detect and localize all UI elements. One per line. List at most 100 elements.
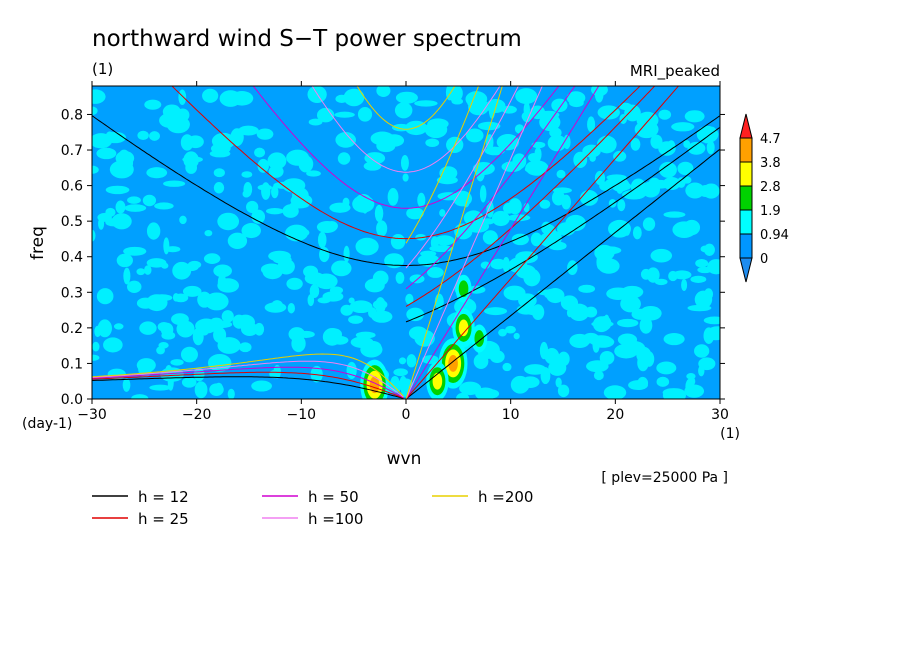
field-patch [92,354,100,361]
field-patch [402,173,409,182]
field-patch [179,215,187,225]
x-tick-label: 20 [606,407,624,423]
field-patch [590,86,608,97]
field-patch [325,221,338,232]
field-patch [213,168,225,178]
hotspot [432,372,443,390]
field-patch [246,200,259,214]
field-patch [531,304,545,321]
field-patch [364,278,385,293]
y-tick-label: 0.4 [61,250,83,266]
field-patch [393,368,408,377]
field-patch [390,376,400,391]
field-patch [695,258,709,268]
field-patch [165,246,181,253]
field-patch [622,189,646,200]
field-patch [238,125,259,136]
field-patch [349,300,373,314]
field-patch [662,388,685,398]
legend-label: h =200 [478,488,533,506]
field-patch [335,94,348,104]
field-patch [217,337,241,354]
field-patch [656,376,670,387]
field-patch [96,288,114,305]
field-patch [573,151,588,169]
dispersion-line [92,376,404,399]
field-patch [139,321,157,335]
field-patch [257,158,269,173]
field-patch [355,331,376,339]
field-patch [180,346,198,363]
field-patch [568,303,590,322]
field-patch [261,182,271,200]
field-patch [589,335,613,347]
field-patch [97,319,112,338]
field-patch [447,86,463,103]
hotspot [458,280,469,298]
field-patch [310,365,323,383]
field-patch [308,118,323,126]
field-patch [371,310,393,323]
legend-label: h = 50 [308,488,359,506]
field-patch [671,122,695,132]
field-patch [92,89,106,104]
field-patch [676,177,686,188]
field-patch [681,279,688,291]
dispersion-curves [92,86,720,399]
field-patch [650,134,663,149]
field-patch [512,153,527,170]
field-patch [617,333,638,346]
field-patch [531,141,546,149]
field-patch [702,183,720,199]
field-patch [348,315,364,324]
field-patch [181,377,197,388]
field-patch [286,149,310,166]
field-patch [374,204,384,222]
field-patch [265,207,284,215]
field-patch [271,185,279,199]
field-patch [149,384,171,391]
field-patch [361,200,369,214]
field-patch [668,270,678,282]
field-patch [161,262,169,269]
field-patch [420,250,437,257]
field-patch [654,278,668,286]
dispersion-line [92,353,404,397]
colorbar-box [739,209,753,235]
field-patch [703,327,715,344]
field-patch [142,194,157,207]
field-patch [213,264,232,278]
y-unit-label: (day-1) [22,416,72,432]
field-patch [104,131,127,144]
field-patch [463,210,484,226]
field-patch [587,116,596,133]
field-patch [567,260,578,276]
field-patch [123,246,147,256]
field-patch [182,156,203,163]
field-patch [539,232,558,247]
field-patch [605,177,628,185]
field-patch [599,350,615,365]
field-patch [491,210,510,227]
field-patch [151,294,173,302]
field-patch [563,134,571,150]
field-patch [264,302,287,313]
field-patch [163,180,186,187]
field-patch [197,291,212,308]
field-patch [425,138,440,147]
dispersion-line [171,86,641,240]
field-patch [207,353,232,372]
field-patch [357,107,373,122]
x-axis-label: wvn [387,449,422,469]
field-patch [340,304,354,316]
field-patch [406,307,424,322]
field-patch [334,111,355,118]
field-patch [322,327,342,346]
field-patch [238,342,252,353]
field-patch [203,253,221,264]
field-patch [287,303,295,314]
field-patch [291,335,306,353]
field-patch [105,185,130,195]
field-patch [209,149,231,158]
